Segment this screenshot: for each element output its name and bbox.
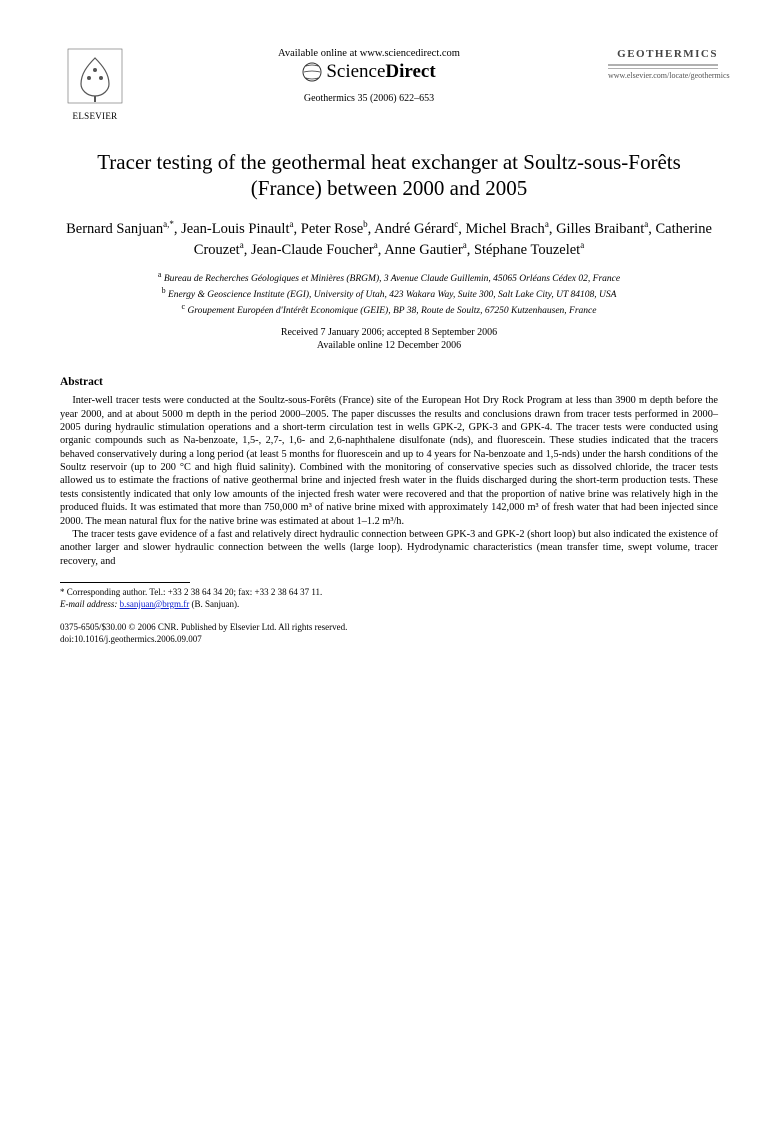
journal-reference: Geothermics 35 (2006) 622–653 (142, 93, 596, 104)
corresponding-author-line: * Corresponding author. Tel.: +33 2 38 6… (60, 587, 718, 599)
header-row: ELSEVIER Available online at www.science… (60, 48, 718, 121)
affiliation-b-text: Energy & Geoscience Institute (EGI), Uni… (168, 290, 616, 300)
sd-suffix: Direct (385, 61, 435, 82)
copyright-block: 0375-6505/$30.00 © 2006 CNR. Published b… (60, 622, 718, 645)
abstract-body: Inter-well tracer tests were conducted a… (60, 394, 718, 568)
journal-cover-rule-thin (608, 68, 718, 69)
abstract-paragraph-2: The tracer tests gave evidence of a fast… (60, 528, 718, 568)
affiliation-c: c Groupement Européen d'Intérêt Economiq… (60, 302, 718, 318)
affiliation-a-text: Bureau de Recherches Géologiques et Mini… (164, 274, 620, 284)
article-title: Tracer testing of the geothermal heat ex… (60, 149, 718, 202)
email-label: E-mail address: (60, 599, 117, 609)
affiliation-c-text: Groupement Européen d'Intérêt Economique… (187, 306, 596, 316)
abstract-heading: Abstract (60, 376, 718, 388)
journal-url: www.elsevier.com/locate/geothermics (608, 71, 718, 80)
publication-dates: Received 7 January 2006; accepted 8 Sept… (60, 326, 718, 352)
doi-line: doi:10.1016/j.geothermics.2006.09.007 (60, 634, 718, 646)
available-online-date: Available online 12 December 2006 (60, 339, 718, 352)
page-container: ELSEVIER Available online at www.science… (0, 0, 778, 686)
available-online-text: Available online at www.sciencedirect.co… (142, 48, 596, 59)
journal-cover-rule (608, 64, 718, 66)
affiliation-b: b Energy & Geoscience Institute (EGI), U… (60, 286, 718, 302)
elsevier-tree-icon (67, 48, 123, 104)
abstract-paragraph-1: Inter-well tracer tests were conducted a… (60, 394, 718, 528)
received-accepted-date: Received 7 January 2006; accepted 8 Sept… (60, 326, 718, 339)
email-line: E-mail address: b.sanjuan@brgm.fr (B. Sa… (60, 599, 718, 611)
journal-cover-block: GEOTHERMICS www.elsevier.com/locate/geot… (608, 48, 718, 80)
affiliation-a: a Bureau de Recherches Géologiques et Mi… (60, 270, 718, 286)
email-link[interactable]: b.sanjuan@brgm.fr (120, 599, 190, 609)
affiliations: a Bureau de Recherches Géologiques et Mi… (60, 270, 718, 318)
sciencedirect-orb-icon (302, 62, 322, 82)
sciencedirect-logo: ScienceDirect (302, 61, 435, 83)
elsevier-block: ELSEVIER (60, 48, 130, 121)
sciencedirect-wordmark: ScienceDirect (326, 61, 435, 83)
sd-prefix: Science (326, 61, 385, 82)
journal-cover-title: GEOTHERMICS (608, 48, 718, 60)
email-person: (B. Sanjuan). (192, 599, 240, 609)
authors-list: Bernard Sanjuana,*, Jean-Louis Pinaulta,… (60, 218, 718, 261)
elsevier-label: ELSEVIER (60, 111, 130, 121)
footnote-rule (60, 582, 190, 583)
corresponding-author-footnote: * Corresponding author. Tel.: +33 2 38 6… (60, 587, 718, 610)
copyright-line: 0375-6505/$30.00 © 2006 CNR. Published b… (60, 622, 718, 634)
header-center: Available online at www.sciencedirect.co… (130, 48, 608, 104)
